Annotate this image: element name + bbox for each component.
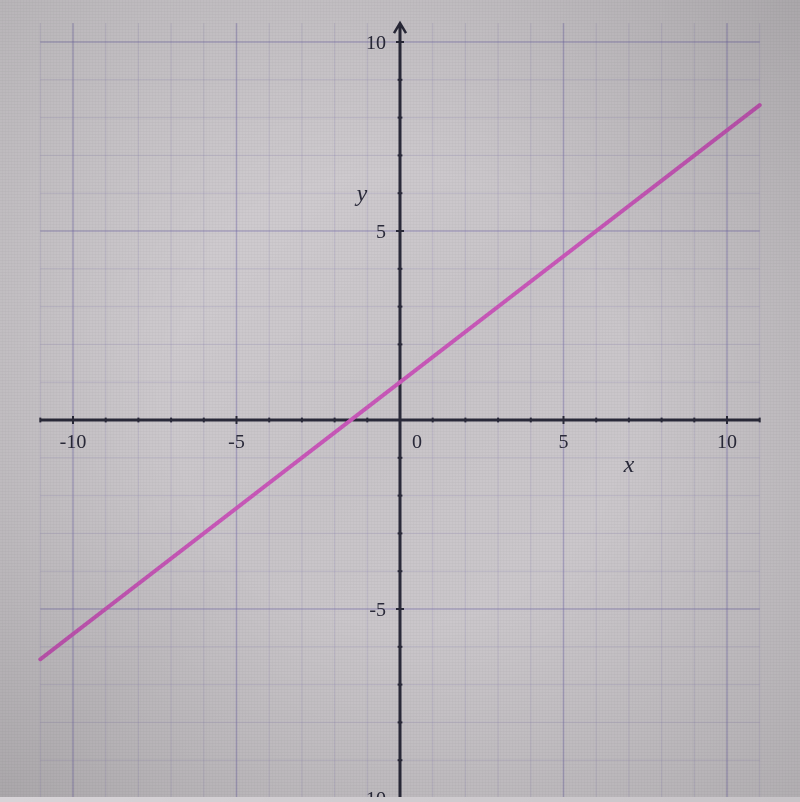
x-tick-label: -5 [228, 431, 245, 453]
chart-svg: -10 -5 0 5 10 -10 -5 5 10 x y [0, 0, 800, 797]
y-tick-label: -5 [369, 599, 386, 621]
x-tick-label: 10 [717, 431, 737, 453]
x-tick-label: -10 [60, 431, 87, 453]
y-tick-label: 10 [366, 32, 386, 54]
x-axis-title: x [623, 452, 635, 478]
y-tick-label: 5 [376, 221, 386, 243]
y-tick-label: -10 [359, 788, 386, 797]
y-axis-title: y [355, 181, 368, 207]
chart-container: -10 -5 0 5 10 -10 -5 5 10 x y [0, 0, 800, 797]
x-tick-label: 0 [412, 431, 422, 453]
x-tick-label: 5 [559, 431, 569, 453]
